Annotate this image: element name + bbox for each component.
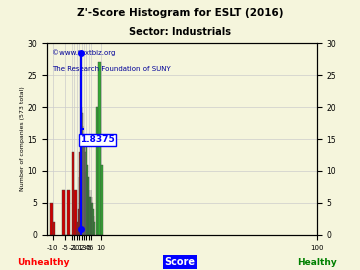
Bar (86, 139, 87, 235)
Text: Healthy: Healthy (297, 258, 337, 267)
Bar (91, 203, 92, 235)
Bar (50, 203, 53, 235)
Text: Score: Score (165, 257, 195, 267)
Bar (63, 190, 65, 235)
Bar (76, 228, 77, 235)
Bar (88, 177, 89, 235)
Text: ©www.textbiz.org: ©www.textbiz.org (52, 49, 116, 56)
Text: Z'-Score Histogram for ESLT (2016): Z'-Score Histogram for ESLT (2016) (77, 8, 283, 18)
Bar (85, 152, 86, 235)
Text: Sector: Industrials: Sector: Industrials (129, 27, 231, 37)
Bar (80, 158, 81, 235)
Bar (78, 209, 79, 235)
Bar (89, 197, 90, 235)
Bar (84, 146, 85, 235)
Bar (67, 190, 69, 235)
Bar (99, 62, 101, 235)
Bar (78, 177, 79, 235)
Bar (92, 197, 93, 235)
Bar (94, 222, 95, 235)
Bar (77, 222, 78, 235)
Bar (90, 197, 91, 235)
Bar (75, 190, 77, 235)
Bar (93, 209, 94, 235)
Bar (96, 107, 98, 235)
Bar (83, 126, 84, 235)
Bar (82, 113, 83, 235)
Text: 1.8375: 1.8375 (80, 135, 115, 144)
Bar (87, 177, 88, 235)
Text: Unhealthy: Unhealthy (17, 258, 69, 267)
Y-axis label: Number of companies (573 total): Number of companies (573 total) (19, 87, 24, 191)
Text: The Research Foundation of SUNY: The Research Foundation of SUNY (52, 66, 171, 72)
Bar (72, 152, 74, 235)
Bar (53, 222, 55, 235)
Bar (101, 165, 103, 235)
Bar (79, 152, 80, 235)
Bar (81, 146, 82, 235)
